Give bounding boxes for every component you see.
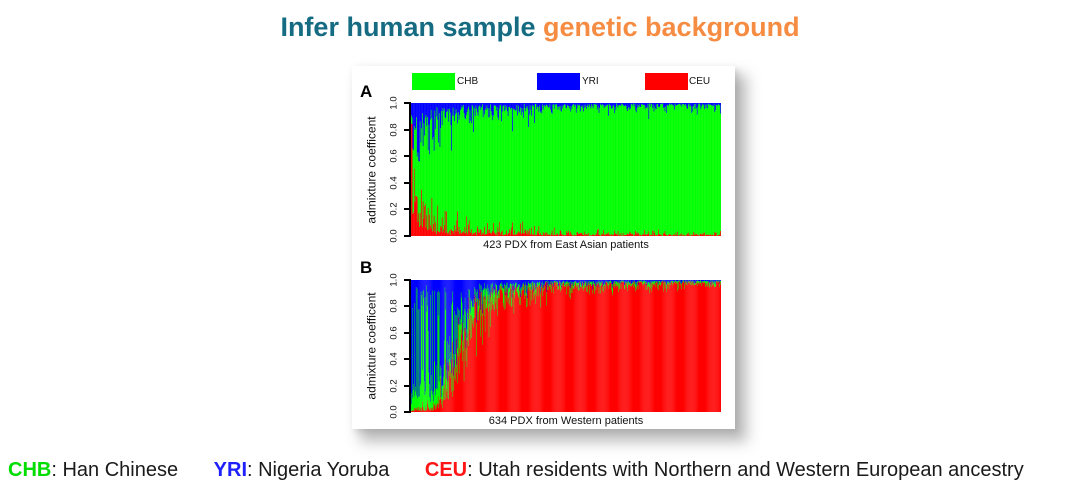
y-tick-mark [404,102,411,104]
y-tick-mark [404,331,411,334]
panel-b-y-axis-title: admixture coefficent [364,292,379,400]
y-tick-label: 0.8 [388,299,400,313]
panel-b-y-axis-line [409,279,411,413]
y-tick-label: 0.0 [388,405,400,419]
panel-b-y-axis: 0.0 0.2 0.4 0.6 0.8 1.0 [388,273,411,419]
y-tick-label: 1.0 [388,273,400,287]
panel-b-stacked-bar-plot [411,280,721,412]
title-part-primary: Infer human sample [280,12,544,42]
footer-entry-ceu: CEU: Utah residents with Northern and We… [425,459,1024,481]
y-tick-label: 0.6 [388,326,400,340]
panel-a-x-caption: 423 PDX from East Asian patients [483,239,649,251]
y-tick-mark [404,128,411,131]
legend-label-chb: CHB [457,76,479,87]
y-tick-mark [404,208,411,211]
page-title: Infer human sample genetic background [0,12,1080,43]
y-tick-label: 1.0 [388,96,400,110]
footer-desc-ceu: : Utah residents with Northern and Weste… [467,459,1024,481]
y-tick-mark [404,305,411,308]
legend-caption: CHB: Han Chinese YRI: Nigeria Yoruba CEU… [8,459,1076,482]
y-tick-mark [404,279,411,281]
y-tick-mark [404,411,411,413]
y-tick-label: 0.2 [388,202,400,216]
y-tick-label: 0.2 [388,378,400,393]
panel-a-stacked-bar-plot [411,103,721,236]
footer-abbr-chb: CHB [8,459,52,481]
panel-a-y-axis-title: admixture coefficent [364,116,379,224]
panel-b-x-caption: 634 PDX from Western patients [488,415,644,427]
legend-swatch-ceu [645,73,688,90]
y-tick-label: 0.4 [388,176,400,190]
y-tick-label: 0.6 [388,149,400,163]
footer-desc-yri: : Nigeria Yoruba [247,459,390,481]
y-tick-mark [404,181,411,184]
footer-entry-chb: CHB: Han Chinese [8,459,178,481]
y-tick-label: 0.4 [388,352,400,366]
legend-label-yri: YRI [582,76,599,87]
title-part-accent: genetic background [543,12,800,42]
panel-a-y-axis-line [409,102,411,237]
panel-a-letter: A [360,82,373,101]
legend-label-ceu: CEU [689,76,711,87]
footer-abbr-ceu: CEU [424,459,468,481]
footer-entry-yri: YRI: Nigeria Yoruba [214,459,390,481]
y-tick-label: 0.8 [388,122,400,137]
y-tick-mark [404,235,411,237]
panel-b-letter: B [360,258,373,277]
legend-swatch-chb [412,73,455,90]
y-tick-label: 0.0 [388,229,400,243]
legend-swatch-yri [537,73,580,90]
y-tick-mark [404,384,411,387]
footer-abbr-yri: YRI [213,459,247,481]
y-tick-mark [404,358,411,361]
figure-card: CHB YRI CEU A admixture coefficent 0.0 0.… [352,66,735,429]
panel-a-y-axis: 0.0 0.2 0.4 0.6 0.8 1.0 [388,96,411,243]
y-tick-mark [404,155,411,158]
footer-desc-chb: : Han Chinese [51,459,179,481]
